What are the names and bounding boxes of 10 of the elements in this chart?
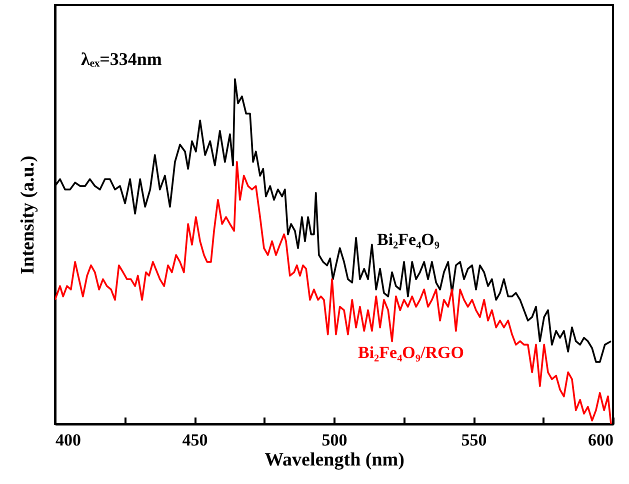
x-tick-label: 600: [588, 430, 614, 450]
x-tick-label: 400: [56, 430, 81, 450]
x-tick-label: 450: [182, 430, 208, 450]
x-axis-title: Wavelength (nm): [264, 450, 404, 470]
x-tick-label: 550: [461, 430, 487, 450]
x-tick-label: 500: [322, 430, 348, 450]
series-label: Bi₂Fe₄O₉/RGO: [358, 343, 464, 362]
text: λₑₓ=334nm: [81, 49, 162, 69]
series-label: Bi₂Fe₄O₉: [377, 230, 440, 249]
y-axis-title: Intensity (a.u.): [18, 156, 38, 274]
